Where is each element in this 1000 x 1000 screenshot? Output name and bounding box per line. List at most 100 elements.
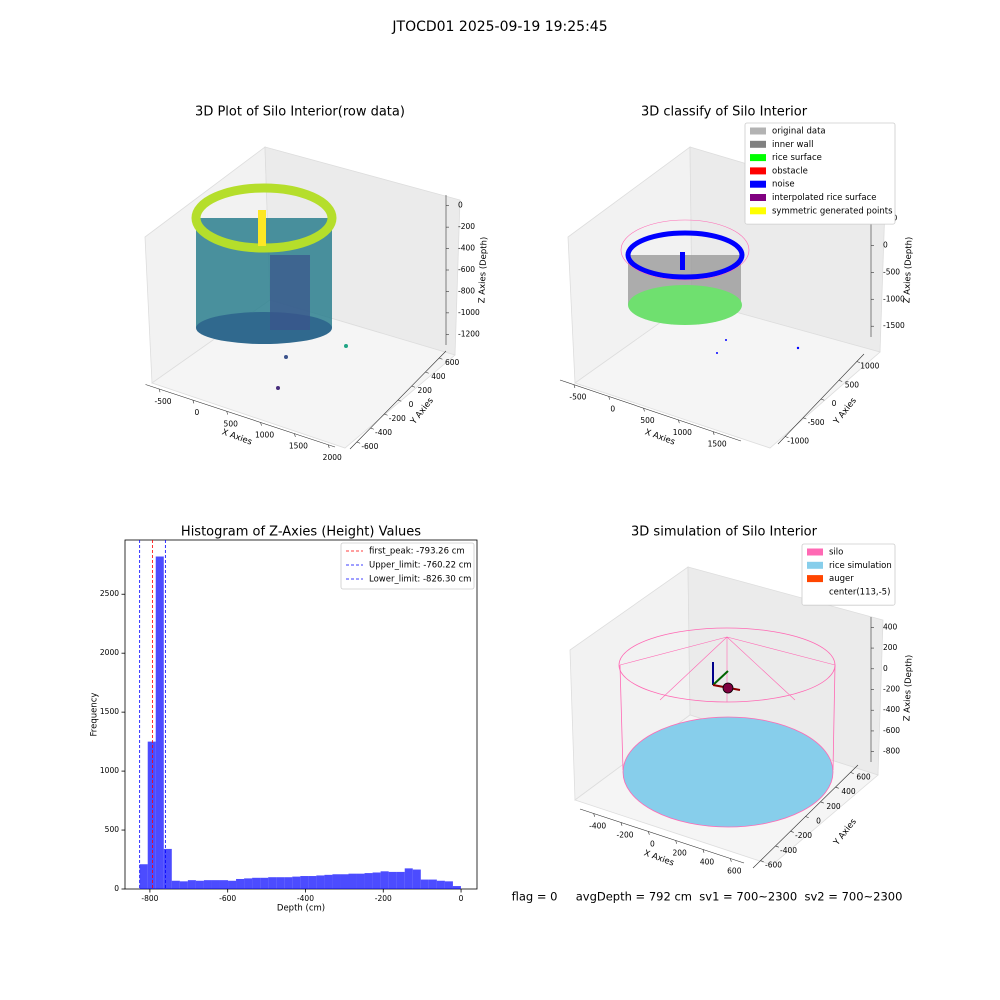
bar xyxy=(268,877,277,889)
y-tick-label: 600 xyxy=(445,358,460,367)
bar xyxy=(308,876,317,889)
tick-mark xyxy=(643,408,645,412)
bar xyxy=(396,871,405,889)
legend-label: auger xyxy=(829,574,854,584)
z-tick-label: -800 xyxy=(458,286,475,295)
tick-mark xyxy=(411,385,416,388)
y-tick-label: -500 xyxy=(808,418,825,427)
x-tick-label: -500 xyxy=(155,397,172,406)
silo-model xyxy=(618,627,836,828)
y-tick-label: 200 xyxy=(826,802,841,811)
tick-mark xyxy=(702,849,705,853)
tick-mark xyxy=(805,816,809,819)
chart-title: 3D classify of Silo Interior xyxy=(641,105,808,120)
tick-mark xyxy=(620,822,623,826)
bar xyxy=(228,880,237,889)
tick-mark xyxy=(820,398,825,401)
tick-mark xyxy=(425,371,429,374)
bar xyxy=(252,877,261,889)
bar xyxy=(412,869,421,889)
z-tick-label: -400 xyxy=(458,244,475,253)
tick-mark xyxy=(838,379,843,382)
bar xyxy=(332,874,341,889)
legend-swatch xyxy=(750,194,766,201)
axis-line xyxy=(579,808,745,864)
y-axis-label: Y Axies xyxy=(831,817,859,849)
bar xyxy=(316,875,325,889)
tick-mark xyxy=(593,813,595,817)
bar xyxy=(236,878,245,889)
tick-mark xyxy=(790,830,794,833)
bar xyxy=(244,878,253,889)
chart-title: Histogram of Z-Axies (Height) Values xyxy=(181,525,421,540)
y-tick-label: 400 xyxy=(841,787,856,796)
x-tick-label: 1000 xyxy=(673,428,692,437)
axis-line xyxy=(145,384,336,448)
y-tick-label: -200 xyxy=(389,414,406,423)
y-tick-label: 1500 xyxy=(100,707,119,716)
y-tick-label: 200 xyxy=(418,386,433,395)
legend-label: rice simulation xyxy=(829,561,892,571)
z-tick-label: -200 xyxy=(458,222,475,231)
legend-label: center(113,-5) xyxy=(829,587,890,597)
bar xyxy=(260,877,269,889)
x-tick-label: 0 xyxy=(194,408,199,417)
y-tick-label: -400 xyxy=(375,428,392,437)
z-tick-label: -1000 xyxy=(458,308,480,317)
tick-mark xyxy=(820,801,824,804)
bar xyxy=(179,881,188,889)
y-tick-label: 400 xyxy=(431,372,446,381)
legend-box xyxy=(340,542,475,590)
y-tick-label: 1000 xyxy=(100,766,119,775)
tick-mark xyxy=(775,845,779,848)
z-tick-label: 0 xyxy=(458,201,463,210)
y-tick-label: 500 xyxy=(845,380,860,389)
y-tick-label: -400 xyxy=(780,846,797,855)
bar xyxy=(452,886,461,889)
z-tick-label: -400 xyxy=(883,705,900,714)
figure-title: JTOCD01 2025-09-19 19:25:45 xyxy=(391,19,607,35)
legend-label: symmetric generated points xyxy=(772,206,893,216)
point-cloud xyxy=(620,219,800,354)
tick-mark xyxy=(356,441,361,444)
legend-swatch xyxy=(750,127,766,135)
bar xyxy=(219,880,229,889)
tick-mark xyxy=(370,427,374,430)
legend-swatch xyxy=(807,588,823,596)
chart-title: 3D simulation of Silo Interior xyxy=(631,525,818,540)
tick-mark xyxy=(675,840,677,844)
z-tick-label: -600 xyxy=(458,265,475,274)
tick-mark xyxy=(439,357,443,360)
legend-label: silo xyxy=(829,548,843,558)
z-tick-label: -1000 xyxy=(883,294,905,303)
tick-mark xyxy=(802,417,807,420)
y-tick-label: 0 xyxy=(832,399,837,408)
legend-swatch xyxy=(750,154,766,162)
bar xyxy=(428,879,437,889)
legend-label: first_peak: -793.26 cm xyxy=(369,547,465,557)
bar xyxy=(147,741,156,889)
x-tick-label: -200 xyxy=(375,894,392,903)
x-tick-label: 0 xyxy=(459,894,464,903)
legend-swatch xyxy=(750,140,766,148)
x-tick-label: 500 xyxy=(224,419,239,428)
legend-box xyxy=(744,122,896,225)
legend-label: Upper_limit: -760.22 cm xyxy=(369,561,472,571)
x-tick-label: 1000 xyxy=(255,430,274,439)
y-tick-label: 0 xyxy=(114,884,119,893)
x-tick-label: 200 xyxy=(673,849,688,858)
bar xyxy=(211,880,220,889)
bar xyxy=(404,868,413,889)
legend-label: Lower_limit: -826.30 cm xyxy=(369,575,471,585)
z-tick-label: -600 xyxy=(883,726,900,735)
x-tick-label: -600 xyxy=(219,894,236,903)
bar xyxy=(276,877,285,889)
x-tick-label: 600 xyxy=(727,867,742,876)
bar xyxy=(139,864,148,889)
y-tick-label: 1000 xyxy=(860,362,879,371)
y-tick-label: 500 xyxy=(105,825,120,834)
x-tick-label: 2000 xyxy=(323,453,342,462)
y-tick-label: -1000 xyxy=(787,437,809,446)
x-axis-label: X Axies xyxy=(220,427,253,447)
